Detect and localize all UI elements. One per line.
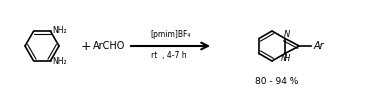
- Text: ArCHO: ArCHO: [93, 41, 125, 51]
- Text: 80 - 94 %: 80 - 94 %: [255, 76, 299, 86]
- Text: N: N: [281, 53, 287, 62]
- Text: N: N: [284, 30, 290, 39]
- Text: rt  , 4-7 h: rt , 4-7 h: [151, 51, 186, 60]
- Text: NH₂: NH₂: [52, 57, 67, 66]
- Text: NH₂: NH₂: [52, 26, 67, 35]
- Text: +: +: [81, 40, 91, 52]
- Text: H: H: [284, 53, 290, 62]
- Text: [pmim]BF₄: [pmim]BF₄: [150, 30, 191, 39]
- Text: Ar: Ar: [313, 41, 324, 51]
